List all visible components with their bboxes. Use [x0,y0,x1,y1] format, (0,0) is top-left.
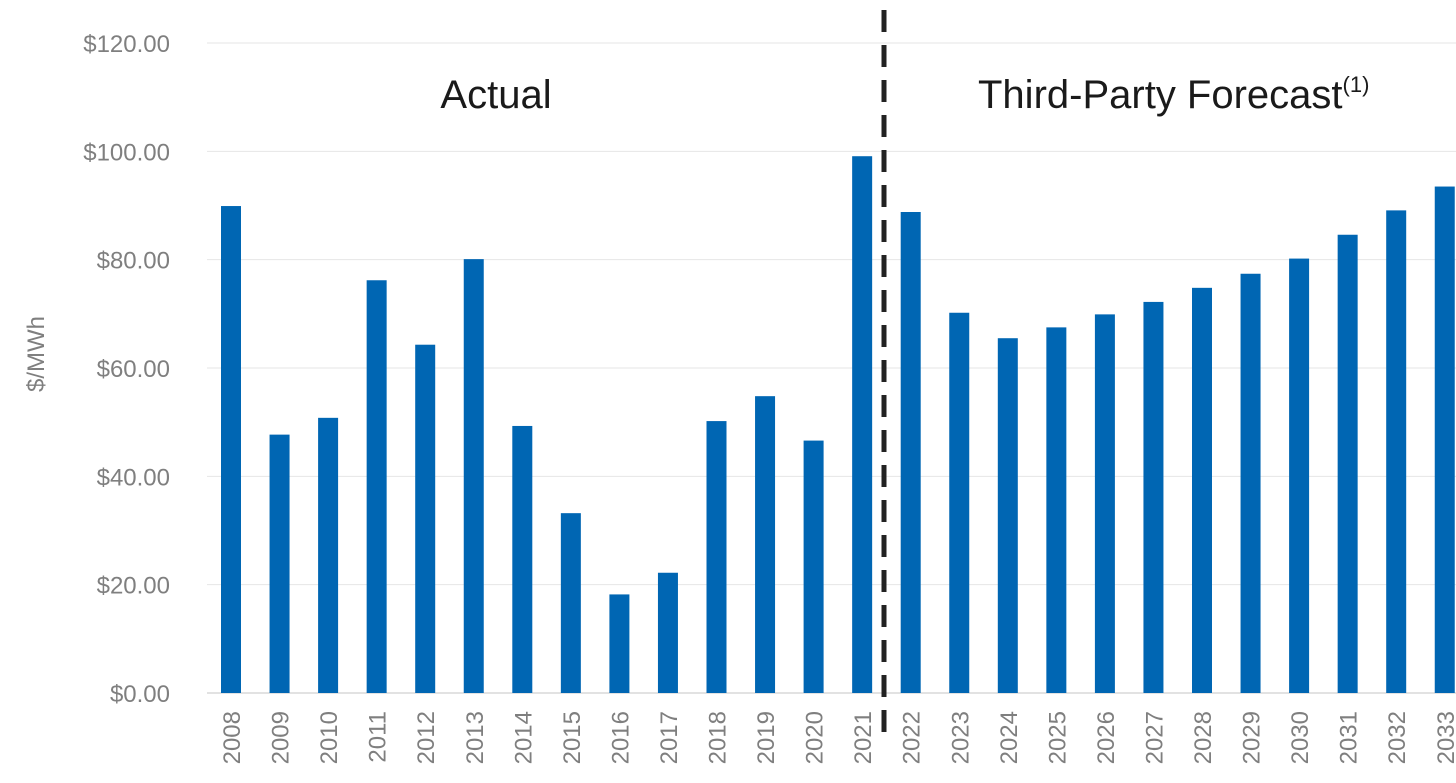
x-tick-label: 2018 [705,711,732,764]
x-tick-label: 2025 [1044,711,1071,764]
bar-2021 [852,156,873,694]
x-tick-label: 2019 [753,711,780,764]
bar-2033 [1434,186,1455,693]
x-tick-label: 2021 [850,711,877,764]
x-tick-label: 2016 [607,711,634,764]
bar-2031 [1337,234,1358,693]
bar-2009 [269,434,290,693]
bar-2019 [755,396,776,693]
y-tick-label: $20.00 [97,573,170,600]
x-tick-label: 2020 [802,711,829,764]
bar-2027 [1143,301,1164,693]
x-tick-label: 2015 [559,711,586,764]
bar-2016 [609,594,630,693]
bar-2029 [1240,273,1261,693]
forecast-label: Third-Party Forecast(1) [978,72,1369,117]
x-tick-label: 2017 [656,711,683,764]
x-tick-label: 2029 [1239,711,1266,764]
x-tick-label: 2030 [1287,711,1314,764]
y-tick-label: $80.00 [97,248,170,275]
bar-2026 [1094,314,1115,693]
y-tick-label: $0.00 [110,681,170,708]
x-tick-label: 2008 [219,711,246,764]
x-axis-ticks: 2008 2009 2010 2011 2012 2013 2014 2015 2016 2017… [219,711,1456,764]
y-tick-label: $40.00 [97,464,170,491]
x-tick-label: 2033 [1433,711,1456,764]
bar-2012 [415,344,436,693]
bar-2020 [803,440,824,693]
bar-2030 [1289,258,1310,693]
bar-2018 [706,421,727,693]
bar-2008 [221,206,241,693]
x-tick-label: 2031 [1336,711,1363,764]
bar-2010 [318,417,339,693]
y-tick-label: $100.00 [83,139,170,166]
y-axis-ticks: $0.00 $20.00 $40.00 $60.00 $80.00 $100.00 $120… [83,31,170,708]
forecast-label-text: Third-Party Forecast [978,73,1343,117]
x-tick-label: 2010 [316,711,343,764]
bar-2032 [1386,210,1407,693]
actual-label: Actual [440,73,551,117]
bar-2013 [463,259,484,693]
bars [221,156,1455,694]
bar-2023 [949,312,970,693]
bar-2014 [512,425,533,693]
x-tick-label: 2012 [413,711,440,764]
y-axis-title: $/MWh [23,316,50,392]
x-tick-label: 2027 [1141,711,1168,764]
bar-2028 [1192,287,1212,693]
x-tick-label: 2022 [899,711,926,764]
forecast-footnote: (1) [1343,72,1370,97]
bar-2025 [1046,327,1067,693]
x-tick-label: 2026 [1093,711,1120,764]
bar-2022 [900,212,921,693]
x-tick-label: 2009 [268,711,295,764]
x-tick-label: 2024 [996,711,1023,764]
x-tick-label: 2011 [365,711,392,763]
bar-2011 [366,280,387,693]
bar-2024 [997,338,1018,693]
bar-2015 [560,513,581,693]
x-tick-label: 2032 [1384,711,1411,764]
x-tick-label: 2013 [462,711,489,764]
x-tick-label: 2028 [1190,711,1217,764]
y-tick-label: $60.00 [97,356,170,383]
bar-2017 [657,572,678,693]
x-tick-label: 2014 [510,711,537,764]
y-tick-label: $120.00 [83,31,170,58]
x-tick-label: 2023 [947,711,974,764]
gridlines [207,42,1456,694]
